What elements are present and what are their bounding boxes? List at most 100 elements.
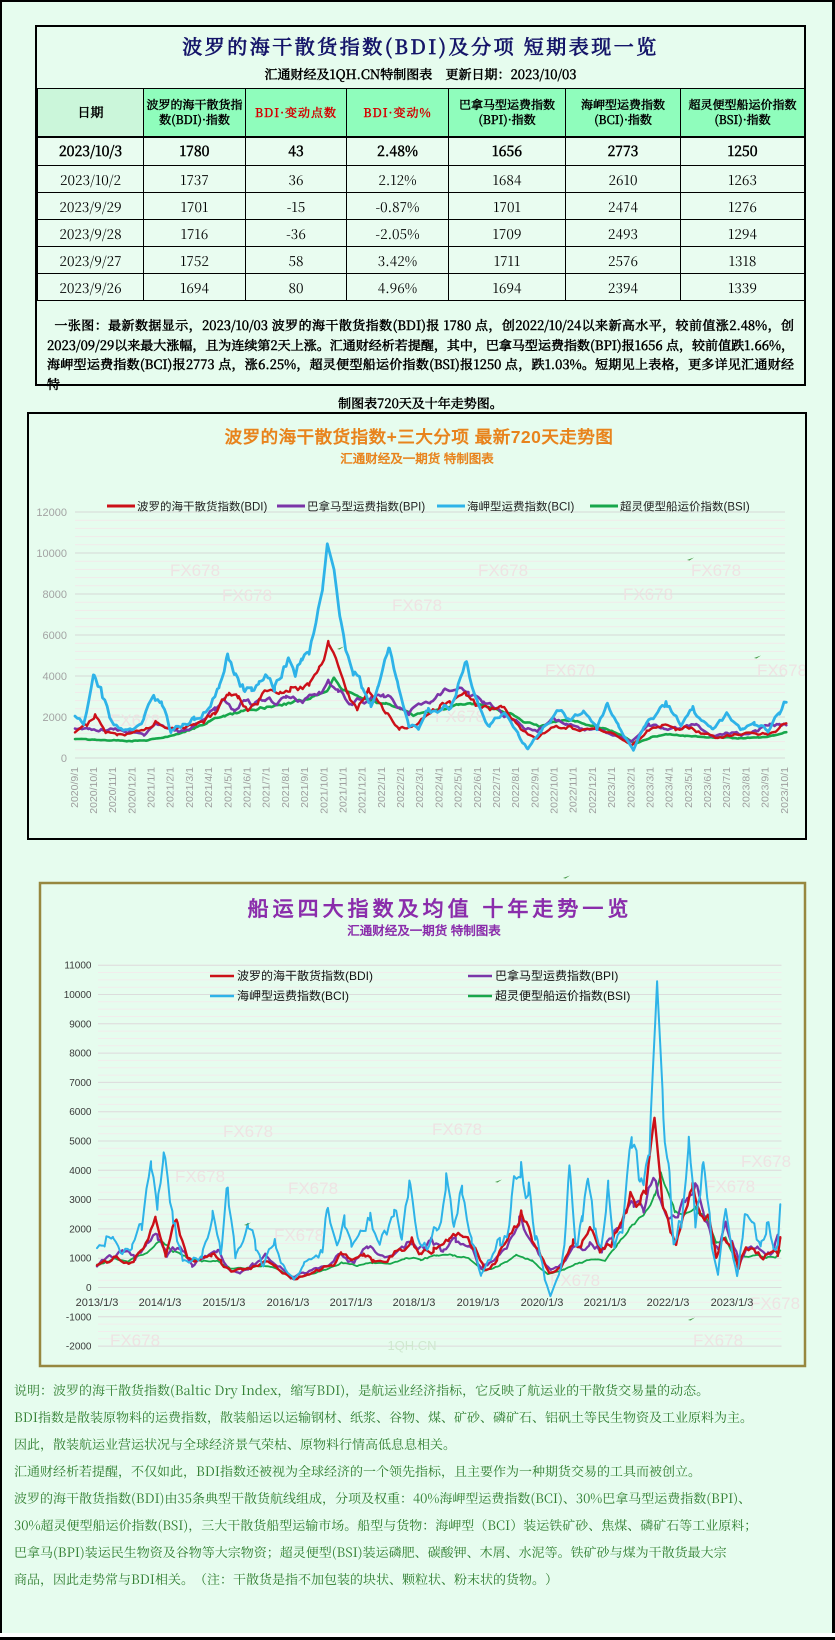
svg-text:FX678: FX678: [223, 1122, 273, 1141]
svg-text:2020/10/1: 2020/10/1: [88, 767, 100, 814]
svg-text:2021/4/1: 2021/4/1: [203, 767, 215, 808]
svg-text:2022/4/1: 2022/4/1: [433, 767, 445, 808]
svg-text:FX670: FX670: [545, 661, 595, 680]
svg-text:FX678: FX678: [623, 585, 673, 604]
svg-text:9000: 9000: [69, 1019, 92, 1030]
svg-text:-2000: -2000: [66, 1342, 92, 1353]
svg-text:FX678: FX678: [741, 1152, 791, 1171]
svg-text:4000: 4000: [69, 1166, 92, 1177]
svg-text:汇通财经及一期货 特制图表: 汇通财经及一期货 特制图表: [347, 924, 501, 938]
svg-text:4000: 4000: [43, 671, 67, 683]
svg-text:巴拿马型运费指数(BPI): 巴拿马型运费指数(BPI): [495, 969, 618, 983]
svg-text:2022/2/1: 2022/2/1: [395, 767, 407, 808]
svg-text:波罗的海干散货指数(BDI): 波罗的海干散货指数(BDI): [237, 969, 373, 983]
svg-text:2023/6/1: 2023/6/1: [702, 767, 714, 808]
svg-text:2015/1/3: 2015/1/3: [203, 1297, 246, 1309]
svg-text:2020/9/1: 2020/9/1: [69, 767, 81, 808]
svg-text:FX678: FX678: [170, 561, 220, 580]
svg-text:6000: 6000: [69, 1107, 92, 1118]
svg-text:2023/1/3: 2023/1/3: [711, 1297, 754, 1309]
svg-text:2021/8/1: 2021/8/1: [280, 767, 292, 808]
svg-text:FX678: FX678: [478, 561, 528, 580]
svg-text:2023/8/1: 2023/8/1: [740, 767, 752, 808]
svg-text:12000: 12000: [36, 507, 67, 519]
svg-text:船运四大指数及均值 十年走势一览: 船运四大指数及均值 十年走势一览: [248, 897, 633, 921]
svg-text:2023/4/1: 2023/4/1: [664, 767, 676, 808]
svg-text:8000: 8000: [43, 589, 67, 601]
svg-text:FX678: FX678: [110, 711, 160, 730]
svg-text:2022/9/1: 2022/9/1: [529, 767, 541, 808]
svg-text:2022/6/1: 2022/6/1: [472, 767, 484, 808]
svg-text:2022/8/1: 2022/8/1: [510, 767, 522, 808]
svg-text:2021/3/1: 2021/3/1: [184, 767, 196, 808]
svg-text:FX678: FX678: [392, 596, 442, 615]
svg-text:2021/11/1: 2021/11/1: [337, 767, 349, 813]
svg-text:2021/6/1: 2021/6/1: [241, 767, 253, 808]
svg-text:2023/2/1: 2023/2/1: [625, 767, 637, 808]
svg-text:FX678: FX678: [691, 561, 741, 580]
svg-text:2016/1/3: 2016/1/3: [267, 1297, 310, 1309]
svg-text:超灵便型船运价指数(BSI): 超灵便型船运价指数(BSI): [495, 989, 630, 1003]
svg-text:FX678: FX678: [288, 1179, 338, 1198]
svg-text:2021/10/1: 2021/10/1: [318, 767, 330, 814]
svg-text:0: 0: [61, 753, 67, 765]
svg-text:2021/12/1: 2021/12/1: [357, 767, 369, 814]
svg-text:2022/3/1: 2022/3/1: [414, 767, 426, 808]
svg-text:波罗的海干散货指数(BDI): 波罗的海干散货指数(BDI): [137, 501, 267, 514]
svg-text:FX678: FX678: [757, 661, 807, 680]
svg-text:FX678: FX678: [435, 707, 485, 726]
svg-text:2023/3/1: 2023/3/1: [644, 767, 656, 808]
svg-text:FX678: FX678: [110, 1331, 160, 1350]
svg-text:2023/10/1: 2023/10/1: [779, 767, 791, 814]
svg-text:海岬型运费指数(BCI): 海岬型运费指数(BCI): [467, 501, 574, 514]
svg-text:2023/7/1: 2023/7/1: [721, 767, 733, 808]
svg-text:7000: 7000: [69, 1078, 92, 1089]
svg-text:2022/1/3: 2022/1/3: [647, 1297, 690, 1309]
svg-text:2017/1/3: 2017/1/3: [330, 1297, 373, 1309]
svg-text:2021/2/1: 2021/2/1: [165, 767, 177, 808]
svg-text:2023/5/1: 2023/5/1: [683, 767, 695, 808]
svg-text:2022/12/1: 2022/12/1: [587, 767, 599, 814]
svg-text:2022/1/1: 2022/1/1: [376, 767, 388, 808]
svg-text:巴拿马型运费指数(BPI): 巴拿马型运费指数(BPI): [307, 501, 425, 514]
svg-text:2022/10/1: 2022/10/1: [548, 767, 560, 814]
svg-text:2018/1/3: 2018/1/3: [393, 1297, 436, 1309]
svg-text:2023/1/1: 2023/1/1: [606, 767, 618, 808]
svg-text:2022/7/1: 2022/7/1: [491, 767, 503, 808]
svg-text:2021/5/1: 2021/5/1: [222, 767, 234, 808]
svg-text:2020/11/1: 2020/11/1: [107, 767, 119, 813]
svg-text:FX678: FX678: [550, 1271, 600, 1290]
svg-text:2013/1/3: 2013/1/3: [76, 1297, 119, 1309]
svg-text:5000: 5000: [69, 1137, 92, 1148]
svg-text:2022/11/1: 2022/11/1: [568, 767, 580, 813]
svg-text:2000: 2000: [43, 712, 67, 724]
svg-text:FX678: FX678: [750, 1294, 800, 1313]
svg-text:FX678: FX678: [693, 1331, 743, 1350]
svg-text:海岬型运费指数(BCI): 海岬型运费指数(BCI): [237, 989, 349, 1003]
svg-text:2020/12/1: 2020/12/1: [126, 767, 138, 814]
svg-text:1QH.CN: 1QH.CN: [387, 1338, 436, 1353]
svg-text:8000: 8000: [69, 1049, 92, 1060]
svg-text:2014/1/3: 2014/1/3: [139, 1297, 182, 1309]
svg-text:汇通财经及一期货 特制图表: 汇通财经及一期货 特制图表: [340, 452, 494, 466]
svg-text:2021/1/1: 2021/1/1: [146, 767, 158, 808]
svg-text:11000: 11000: [64, 961, 92, 972]
svg-text:2021/1/3: 2021/1/3: [584, 1297, 627, 1309]
svg-text:6000: 6000: [43, 630, 67, 642]
svg-text:FX678: FX678: [705, 1177, 755, 1196]
svg-text:FX678: FX678: [175, 1167, 225, 1186]
svg-text:10000: 10000: [36, 548, 67, 560]
svg-text:-1000: -1000: [66, 1312, 92, 1323]
svg-text:2021/9/1: 2021/9/1: [299, 767, 311, 808]
svg-text:0: 0: [86, 1283, 92, 1294]
svg-text:超灵便型船运价指数(BSI): 超灵便型船运价指数(BSI): [620, 501, 750, 514]
svg-text:FX678: FX678: [274, 1226, 324, 1245]
svg-text:2000: 2000: [69, 1224, 92, 1235]
svg-text:1000: 1000: [69, 1254, 92, 1265]
svg-text:FX678: FX678: [432, 1120, 482, 1139]
svg-text:2023/9/1: 2023/9/1: [760, 767, 772, 808]
svg-text:2021/7/1: 2021/7/1: [261, 767, 273, 808]
svg-text:FX678: FX678: [222, 586, 272, 605]
svg-text:10000: 10000: [64, 990, 92, 1001]
svg-text:3000: 3000: [69, 1195, 92, 1206]
